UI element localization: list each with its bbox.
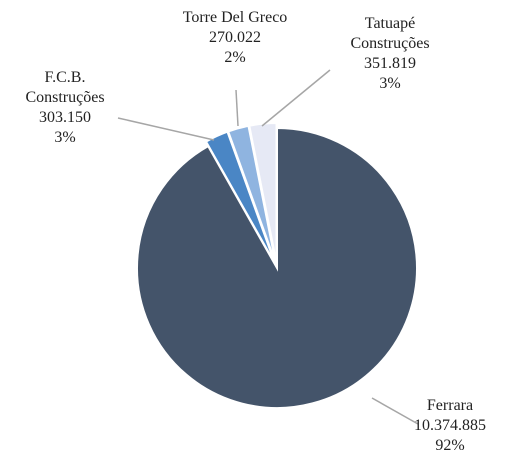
category-label: Tatuapé Construções xyxy=(350,15,430,52)
data-label: Ferrara 10.374.885 92% xyxy=(390,396,510,456)
category-label: F.C.B. Construções xyxy=(25,69,105,106)
value-label: 351.819 xyxy=(364,55,416,72)
percent-label: 3% xyxy=(379,75,401,92)
percent-label: 92% xyxy=(435,437,465,454)
value-label: 10.374.885 xyxy=(414,417,486,434)
data-label: F.C.B. Construções 303.150 3% xyxy=(5,68,125,148)
leader-line xyxy=(261,69,331,127)
percent-label: 2% xyxy=(224,49,246,66)
pie-slice xyxy=(136,126,418,409)
leader-line xyxy=(371,397,419,425)
leader-line xyxy=(235,89,239,127)
category-label: Ferrara xyxy=(426,397,474,414)
percent-label: 3% xyxy=(54,129,76,146)
value-label: 270.022 xyxy=(209,29,261,46)
pie-slice xyxy=(248,122,278,264)
category-label: Torre Del Greco xyxy=(182,9,288,26)
data-label: Tatuapé Construções 351.819 3% xyxy=(330,14,450,94)
leader-line xyxy=(117,117,215,141)
value-label: 303.150 xyxy=(39,109,91,126)
data-label: Torre Del Greco 270.022 2% xyxy=(160,8,310,68)
